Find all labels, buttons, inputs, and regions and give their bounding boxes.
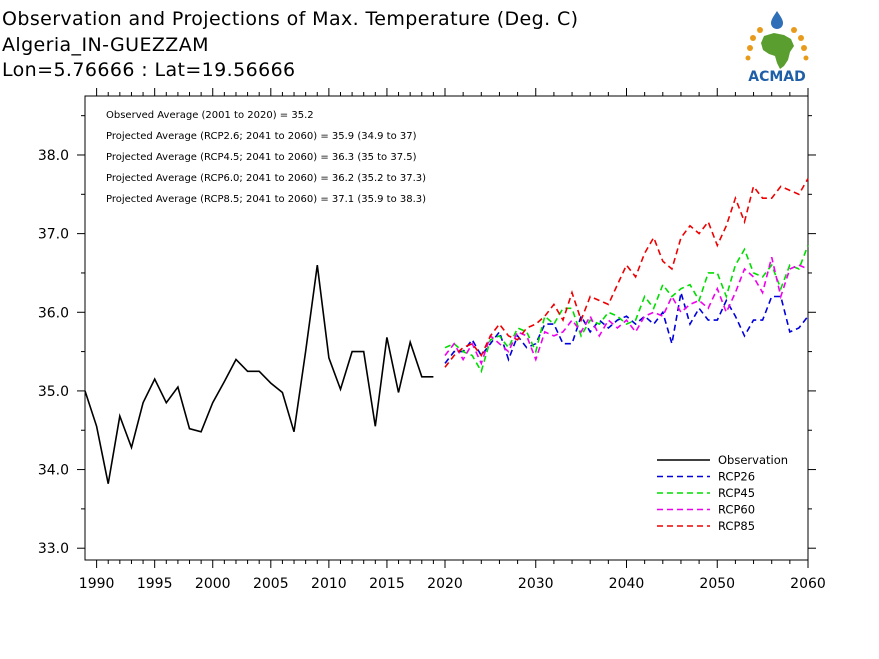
annotation-layer: Observed Average (2001 to 2020) = 35.2 Pr… xyxy=(106,110,426,205)
y-tick-label: 36.0 xyxy=(38,305,69,321)
acmad-logo: ACMAD xyxy=(736,8,818,85)
legend-label: RCP60 xyxy=(718,503,755,517)
y-tick-label: 37.0 xyxy=(38,227,69,243)
x-tick-label: 2015 xyxy=(369,576,405,592)
legend-label: RCP45 xyxy=(718,486,755,500)
logo-sun-ring xyxy=(745,27,809,61)
legend-label: Observation xyxy=(718,453,788,467)
logo-drop-icon xyxy=(771,11,783,29)
annotation-line: Observed Average (2001 to 2020) = 35.2 xyxy=(106,110,314,121)
series-line-rcp60 xyxy=(444,257,809,366)
series-line-observation xyxy=(84,264,434,484)
x-tick-label: 2010 xyxy=(311,576,347,592)
location-name: Algeria_IN-GUEZZAM xyxy=(2,34,209,56)
x-tick-label: 1995 xyxy=(137,576,173,592)
y-tick-label: 38.0 xyxy=(38,148,69,164)
series-line-rcp85 xyxy=(444,178,809,368)
x-tick-label: 1990 xyxy=(79,576,115,592)
logo-text: ACMAD xyxy=(748,69,806,84)
annotation-line: Projected Average (RCP6.0; 2041 to 2060)… xyxy=(106,173,426,184)
y-tick-label: 33.0 xyxy=(38,541,69,557)
series-line-rcp45 xyxy=(444,245,809,374)
x-tick-label: 2050 xyxy=(699,576,735,592)
series-line-rcp26 xyxy=(444,292,809,364)
x-tick-label: 2000 xyxy=(195,576,231,592)
acmad-logo-icon: ACMAD xyxy=(745,11,809,85)
axis-ticks: 33.0 34.0 35.0 36.0 37.0 38.0 1990 1995 2000 2005… xyxy=(38,88,826,592)
chart-title: Observation and Projections of Max. Temp… xyxy=(2,8,579,30)
x-tick-label: 2030 xyxy=(518,576,554,592)
legend-label: RCP85 xyxy=(718,519,755,533)
chart-legend: Observation RCP26 RCP45 RCP60 RCP85 xyxy=(657,453,788,533)
annotation-line: Projected Average (RCP4.5; 2041 to 2060)… xyxy=(106,152,417,163)
logo-africa-icon xyxy=(761,33,794,69)
y-tick-label: 34.0 xyxy=(38,463,69,479)
location-coordinates: Lon=5.76666 : Lat=19.56666 xyxy=(2,59,296,81)
series-layer xyxy=(84,178,809,484)
x-tick-label: 2040 xyxy=(609,576,645,592)
legend-label: RCP26 xyxy=(718,470,755,484)
annotation-line: Projected Average (RCP8.5; 2041 to 2060)… xyxy=(106,194,426,205)
y-tick-label: 35.0 xyxy=(38,384,69,400)
x-tick-label: 2060 xyxy=(790,576,826,592)
x-tick-label: 2005 xyxy=(253,576,289,592)
plot-frame xyxy=(84,95,809,561)
annotation-line: Projected Average (RCP2.6; 2041 to 2060)… xyxy=(106,131,417,142)
x-tick-label: 2020 xyxy=(427,576,463,592)
